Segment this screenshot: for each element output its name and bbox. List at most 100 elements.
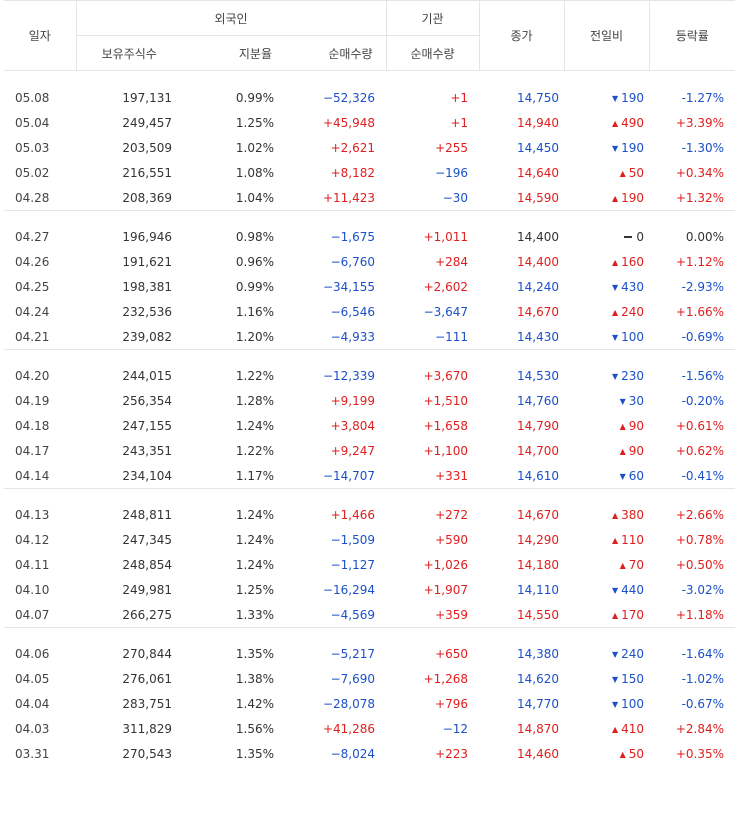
ratio-cell: 1.25%	[235, 582, 274, 597]
rate-cell: -1.56%	[681, 368, 725, 383]
institution-net-cell: +359	[435, 607, 469, 622]
holdings-cell: 198,381	[122, 279, 172, 294]
holdings-cell: 248,811	[122, 507, 172, 522]
change-cell: ▲ 410	[564, 716, 649, 741]
date-cell: 04.10	[15, 582, 50, 597]
close-cell: 14,590	[517, 190, 560, 205]
up-triangle-icon: ▲	[619, 421, 626, 431]
table-row: 04.24 232,536 1.16% −6,546 −3,647 14,670 ▲ 240 +…	[4, 299, 735, 324]
table-row: 04.03 311,829 1.56% +41,286 −12 14,870 ▲ 410 +2.…	[4, 716, 735, 741]
table-body: 05.08 197,131 0.99% −52,326 +1 14,750 ▼ 190 -1.2…	[4, 71, 736, 767]
institution-net-cell: −196	[435, 165, 469, 180]
rate-cell: -3.02%	[681, 582, 725, 597]
ratio-cell: 1.24%	[235, 507, 274, 522]
change-value: 100	[621, 329, 645, 344]
group-separator	[4, 71, 735, 86]
rate-cell: +3.39%	[675, 115, 725, 130]
holdings-cell: 249,457	[122, 115, 172, 130]
change-value: 440	[621, 582, 645, 597]
up-triangle-icon: ▲	[611, 510, 619, 520]
close-cell: 14,400	[517, 254, 560, 269]
change-cell: ▼ 190	[564, 85, 649, 110]
ratio-cell: 1.35%	[235, 746, 274, 761]
group-separator	[4, 627, 736, 641]
holdings-cell: 191,621	[122, 254, 172, 269]
down-triangle-icon: ▼	[611, 585, 619, 595]
change-cell: ▲ 90	[564, 413, 649, 438]
header-close: 종가	[478, 0, 565, 71]
down-triangle-icon: ▼	[611, 143, 619, 153]
rate-cell: +1.66%	[675, 304, 725, 319]
change-cell: ▲ 110	[564, 527, 649, 552]
change-cell: ▲ 160	[564, 249, 649, 274]
ratio-cell: 1.42%	[235, 696, 274, 711]
change-cell: ▲ 170	[564, 602, 649, 628]
date-cell: 04.21	[15, 329, 50, 344]
institution-net-cell: −30	[442, 190, 469, 205]
up-triangle-icon: ▲	[611, 307, 619, 317]
date-cell: 04.19	[15, 393, 50, 408]
table-row: 04.10 249,981 1.25% −16,294 +1,907 14,110 ▼ 440…	[4, 577, 735, 602]
change-cell: ▼ 190	[564, 135, 649, 160]
foreign-net-cell: −52,326	[322, 90, 376, 105]
close-cell: 14,180	[517, 557, 560, 572]
foreign-net-cell: −28,078	[322, 696, 376, 711]
table-row: 05.08 197,131 0.99% −52,326 +1 14,750 ▼ 190 -1.2…	[4, 85, 735, 110]
rate-cell: +2.66%	[675, 507, 725, 522]
change-value: 380	[621, 507, 645, 522]
close-cell: 14,240	[517, 279, 560, 294]
change-cell: ▼ 230	[564, 363, 649, 388]
holdings-cell: 196,946	[122, 229, 172, 244]
rate-cell: +0.34%	[675, 165, 725, 180]
ratio-cell: 1.24%	[235, 532, 274, 547]
date-cell: 05.08	[15, 90, 50, 105]
change-cell: ▲ 70	[564, 552, 649, 577]
institution-net-cell: +1	[450, 115, 469, 130]
change-value: 90	[628, 443, 645, 458]
table-row: 04.17 243,351 1.22% +9,247 +1,100 14,700 ▲ 90 +0…	[4, 438, 735, 463]
close-cell: 14,940	[517, 115, 560, 130]
foreign-net-cell: +9,247	[330, 443, 376, 458]
table-row: 03.31 270,543 1.35% −8,024 +223 14,460 ▲ 50 +0.3…	[4, 741, 735, 766]
institution-net-cell: +1	[450, 90, 469, 105]
change-value: 150	[621, 671, 645, 686]
table-row: 04.14 234,104 1.17% −14,707 +331 14,610 ▼ 60 -0.…	[4, 463, 735, 489]
foreign-net-cell: −14,707	[322, 468, 376, 483]
foreign-net-cell: +45,948	[322, 115, 376, 130]
change-cell: ▲ 490	[564, 110, 649, 135]
foreign-net-cell: +9,199	[330, 393, 376, 408]
rate-cell: +1.18%	[675, 607, 725, 622]
foreign-net-cell: +1,466	[330, 507, 376, 522]
group-separator	[4, 349, 736, 363]
close-cell: 14,610	[517, 468, 560, 483]
foreign-net-cell: −6,546	[330, 304, 376, 319]
change-cell: ▼ 30	[564, 388, 649, 413]
table-row: 05.03 203,509 1.02% +2,621 +255 14,450 ▼ 190 -1.…	[4, 135, 735, 160]
date-cell: 04.05	[15, 671, 50, 686]
institution-net-cell: +1,510	[423, 393, 469, 408]
rate-cell: +0.50%	[675, 557, 725, 572]
down-triangle-icon: ▼	[611, 699, 619, 709]
institution-net-cell: +1,026	[423, 557, 469, 572]
header-foreign-net: 순매수량	[286, 35, 387, 71]
foreign-net-cell: +2,621	[330, 140, 376, 155]
separator-cell	[4, 349, 736, 363]
close-cell: 14,670	[517, 304, 560, 319]
ratio-cell: 0.98%	[235, 229, 274, 244]
ratio-cell: 1.17%	[235, 468, 274, 483]
down-triangle-icon: ▼	[611, 674, 619, 684]
rate-cell: -1.30%	[681, 140, 725, 155]
change-value: 100	[621, 696, 645, 711]
up-triangle-icon: ▲	[619, 446, 626, 456]
close-cell: 14,550	[517, 607, 560, 622]
date-cell: 05.02	[15, 165, 50, 180]
rate-cell: -0.69%	[681, 329, 725, 344]
table-row: 04.25 198,381 0.99% −34,155 +2,602 14,240 ▼ 430…	[4, 274, 735, 299]
table-row: 04.05 276,061 1.38% −7,690 +1,268 14,620 ▼ 150 -…	[4, 666, 735, 691]
foreign-net-cell: −16,294	[322, 582, 376, 597]
table-row: 04.21 239,082 1.20% −4,933 −111 14,430 ▼ 100 -0.…	[4, 324, 735, 350]
down-triangle-icon: ▼	[611, 371, 619, 381]
institution-net-cell: +796	[435, 696, 469, 711]
rate-cell: +2.84%	[675, 721, 725, 736]
table-row: 04.19 256,354 1.28% +9,199 +1,510 14,760 ▼ 30 -0…	[4, 388, 735, 413]
